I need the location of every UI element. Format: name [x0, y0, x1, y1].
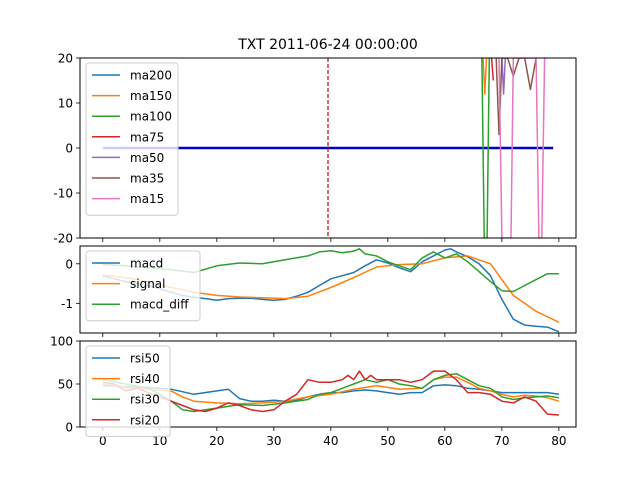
- y-tick-label: 20: [58, 52, 73, 66]
- y-tick-label: -1: [61, 297, 73, 311]
- legend-label: rsi20: [130, 413, 160, 427]
- series-line-ma100: [481, 58, 491, 238]
- legend-label: rsi50: [130, 352, 160, 366]
- legend-label: ma200: [130, 69, 172, 83]
- legend-label: macd: [130, 257, 163, 271]
- y-tick-label: -10: [53, 187, 73, 201]
- series-line-macd_diff: [102, 248, 559, 293]
- legend-label: signal: [130, 277, 166, 291]
- x-tick-label: 50: [380, 434, 395, 448]
- macd-legend: macd signal macd_diff: [85, 250, 201, 322]
- macd-axes-frame: [79, 245, 577, 334]
- legend-box: [85, 62, 179, 216]
- panels: -20-1001020ma200ma150ma100ma75ma50ma35ma…: [50, 52, 577, 448]
- legend-label: ma35: [130, 172, 164, 186]
- y-tick-label: 0: [65, 421, 73, 435]
- legend-label: ma75: [130, 130, 164, 144]
- y-tick-label: 50: [58, 378, 73, 392]
- series-line-ma35: [495, 58, 537, 136]
- series-line-ma50: [501, 58, 507, 95]
- y-tick-label: 0: [65, 142, 73, 156]
- legend-label: ma150: [130, 89, 172, 103]
- legend-box: [85, 345, 171, 437]
- legend-label: rsi30: [130, 393, 160, 407]
- legend-label: ma100: [130, 110, 172, 124]
- ma-legend: ma200 ma150 ma100 ma75 ma50 ma35 ma15: [85, 62, 179, 216]
- x-tick-label: 20: [209, 434, 224, 448]
- x-tick-label: 40: [323, 434, 338, 448]
- legend-box: [85, 250, 201, 322]
- series-line-rsi40: [102, 376, 560, 405]
- y-tick-label: 100: [50, 335, 73, 349]
- x-tick-label: 70: [494, 434, 509, 448]
- x-tick-label: 80: [551, 434, 566, 448]
- x-tick-label: 30: [266, 434, 281, 448]
- legend-label: ma50: [130, 151, 164, 165]
- figure-title: TXT 2011-06-24 00:00:00: [237, 37, 418, 53]
- y-tick-label: -20: [53, 232, 73, 246]
- ma-panel: -20-1001020ma200ma150ma100ma75ma50ma35ma…: [53, 52, 577, 246]
- macd-panel: 0 -1 macd signal macd_diff: [61, 245, 577, 337]
- rsi-plot-area: [102, 370, 560, 416]
- y-tick-label: 10: [58, 97, 73, 111]
- y-tick-label: 0: [65, 257, 73, 271]
- series-line-ma75: [490, 58, 495, 81]
- series-line-rsi30: [102, 372, 560, 413]
- rsi-legend: rsi50 rsi40 rsi30 rsi20: [85, 345, 171, 437]
- legend-label: rsi40: [130, 372, 160, 386]
- x-tick-label: 0: [99, 434, 107, 448]
- legend-label: macd_diff: [130, 298, 189, 312]
- series-line-ma150: [482, 58, 488, 95]
- x-tick-label: 60: [437, 434, 452, 448]
- legend-label: ma15: [130, 192, 164, 206]
- x-tick-label: 10: [152, 434, 167, 448]
- series-line-ma15: [498, 58, 548, 238]
- series-line-rsi20: [102, 370, 559, 416]
